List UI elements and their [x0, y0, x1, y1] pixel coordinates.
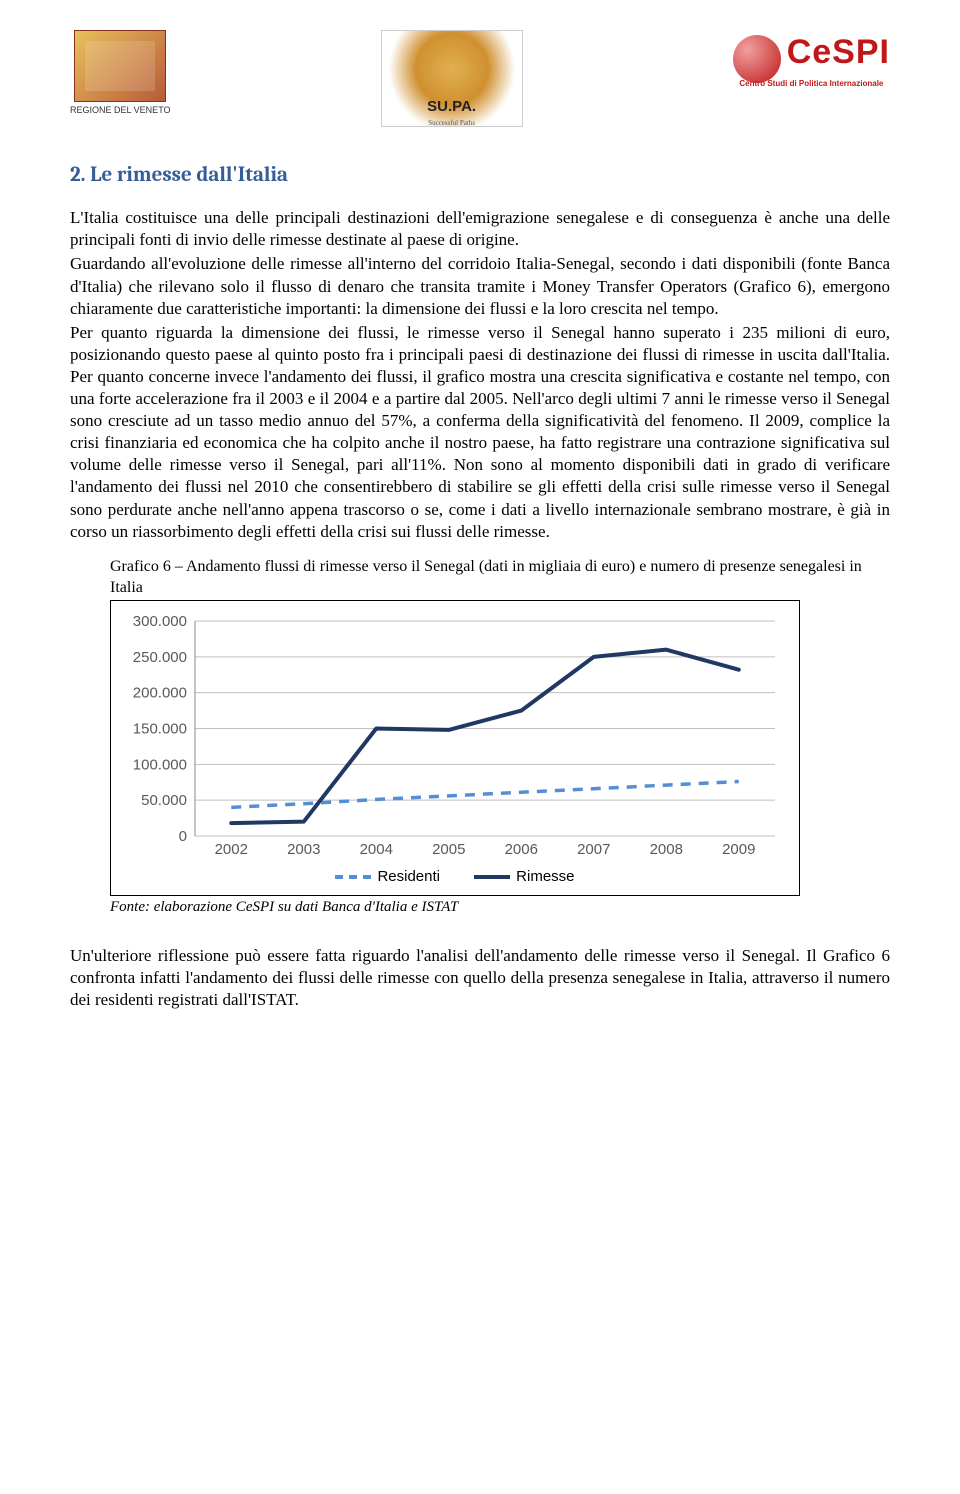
cespi-label: CeSPI — [787, 33, 890, 71]
chart-source: Fonte: elaborazione CeSPI su dati Banca … — [110, 898, 890, 918]
svg-text:250.000: 250.000 — [133, 649, 187, 666]
header-logos: REGIONE DEL VENETO SU.PA. Successful Pat… — [70, 30, 890, 127]
veneto-emblem-icon — [74, 30, 166, 102]
svg-text:2003: 2003 — [287, 841, 320, 858]
chart-legend: Residenti Rimesse — [125, 867, 785, 887]
svg-text:200.000: 200.000 — [133, 685, 187, 702]
section-title: 2. Le rimesse dall'Italia — [70, 162, 890, 189]
page: REGIONE DEL VENETO SU.PA. Successful Pat… — [0, 0, 960, 1054]
legend-dash-icon — [335, 875, 371, 879]
logo-supa: SU.PA. Successful Paths — [381, 30, 523, 127]
svg-text:50.000: 50.000 — [141, 792, 187, 809]
chart-caption: Grafico 6 – Andamento flussi di rimesse … — [110, 557, 890, 599]
paragraph-1: L'Italia costituisce una delle principal… — [70, 207, 890, 251]
legend-residenti: Residenti — [377, 868, 440, 885]
paragraph-3: Per quanto riguarda la dimensione dei fl… — [70, 322, 890, 543]
supa-label: SU.PA. — [382, 97, 522, 117]
svg-text:300.000: 300.000 — [133, 613, 187, 630]
svg-text:2007: 2007 — [577, 841, 610, 858]
logo-veneto: REGIONE DEL VENETO — [70, 30, 171, 117]
svg-text:2005: 2005 — [432, 841, 465, 858]
svg-text:2006: 2006 — [505, 841, 538, 858]
svg-text:150.000: 150.000 — [133, 721, 187, 738]
cespi-sub: Centro Studi di Politica Internazionale — [733, 79, 890, 89]
svg-text:2009: 2009 — [722, 841, 755, 858]
legend-rimesse: Rimesse — [516, 868, 574, 885]
paragraph-4: Un'ulteriore riflessione può essere fatt… — [70, 945, 890, 1011]
supa-sub: Successful Paths — [382, 119, 522, 128]
chart-frame: 0 50.000 100.000 150.000 200.000 250.000 300.0… — [110, 600, 800, 896]
svg-text:100.000: 100.000 — [133, 757, 187, 774]
supa-emblem-icon: SU.PA. Successful Paths — [381, 30, 523, 127]
svg-text:2002: 2002 — [215, 841, 248, 858]
cespi-globe-icon — [733, 35, 781, 83]
paragraph-2: Guardando all'evoluzione delle rimesse a… — [70, 253, 890, 319]
legend-solid-icon — [474, 875, 510, 879]
logo-cespi: CeSPI Centro Studi di Politica Internazi… — [733, 30, 890, 89]
veneto-label: REGIONE DEL VENETO — [70, 105, 171, 117]
chart-block: Grafico 6 – Andamento flussi di rimesse … — [110, 557, 890, 918]
svg-text:2004: 2004 — [360, 841, 393, 858]
svg-text:0: 0 — [179, 828, 187, 845]
chart-svg: 0 50.000 100.000 150.000 200.000 250.000 300.0… — [125, 611, 785, 861]
svg-text:2008: 2008 — [650, 841, 683, 858]
